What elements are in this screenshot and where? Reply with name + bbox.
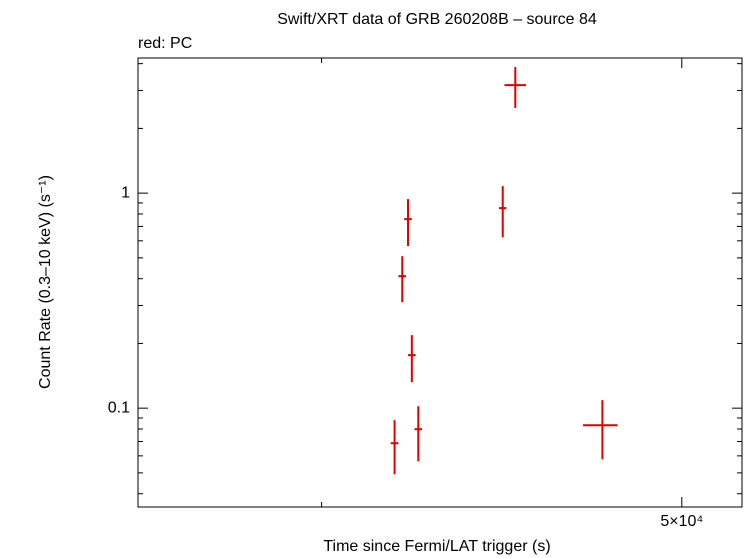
plot-frame (137, 57, 743, 508)
x-tick-label: 5×10⁴ (660, 513, 703, 530)
x-axis-label: Time since Fermi/LAT trigger (s) (323, 538, 550, 555)
y-tick-label: 1 (121, 184, 130, 201)
y-axis-label: Count Rate (0.3–10 keV) (s⁻¹) (37, 175, 54, 389)
chart-title: Swift/XRT data of GRB 260208B – source 8… (277, 11, 597, 28)
chart-subtitle: red: PC (138, 35, 192, 52)
y-tick-label: 0.1 (108, 399, 130, 416)
